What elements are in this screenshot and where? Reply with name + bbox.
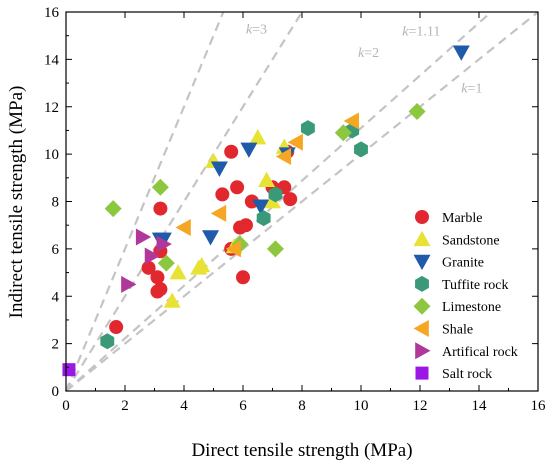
reference-lines bbox=[64, 11, 539, 392]
y-axis-title: Indirect tensile strength (MPa) bbox=[6, 86, 27, 319]
x-tick-label: 14 bbox=[472, 398, 488, 414]
data-point bbox=[343, 112, 359, 130]
data-point bbox=[157, 254, 175, 272]
reference-line bbox=[65, 11, 539, 392]
legend-label: Granite bbox=[442, 256, 484, 271]
legend: Marble Sandstone Granite Tuffite rock Limest… bbox=[413, 210, 518, 382]
data-point bbox=[121, 275, 137, 293]
x-tick-label: 12 bbox=[413, 398, 428, 414]
legend-marker bbox=[415, 342, 431, 360]
data-point bbox=[275, 147, 292, 165]
data-point bbox=[202, 230, 220, 246]
data-point bbox=[210, 204, 227, 222]
x-tick-label: 0 bbox=[62, 398, 70, 414]
legend-marker bbox=[413, 230, 431, 247]
data-point bbox=[163, 292, 181, 308]
series-salt-rock bbox=[62, 363, 76, 377]
legend-label: Shale bbox=[442, 323, 473, 338]
data-point bbox=[300, 120, 315, 137]
legend-label: Salt rock bbox=[442, 367, 492, 382]
x-tick-label: 8 bbox=[298, 398, 306, 414]
series-marble bbox=[109, 144, 298, 335]
data-point bbox=[62, 363, 76, 377]
series-limestone bbox=[104, 102, 426, 272]
x-tick-label: 10 bbox=[354, 398, 369, 414]
y-tick-label: 10 bbox=[44, 147, 59, 163]
data-point bbox=[151, 178, 169, 196]
data-point bbox=[144, 247, 161, 265]
series-artifical-rock bbox=[121, 228, 172, 293]
data-point bbox=[141, 260, 156, 275]
legend-marker bbox=[413, 297, 431, 315]
legend-label: Limestone bbox=[442, 300, 501, 315]
data-point bbox=[256, 210, 271, 227]
x-tick-label: 16 bbox=[531, 398, 547, 414]
data-point bbox=[354, 141, 368, 158]
legend-marker bbox=[413, 254, 431, 271]
reference-line bbox=[65, 11, 492, 392]
data-point bbox=[230, 180, 245, 195]
data-point bbox=[287, 133, 303, 151]
data-point bbox=[283, 192, 298, 207]
series-shale bbox=[175, 112, 359, 258]
reference-line bbox=[64, 11, 225, 392]
data-point bbox=[334, 124, 352, 142]
reference-line-label: k=1.11 bbox=[402, 25, 440, 40]
data-point bbox=[258, 171, 276, 187]
y-tick-label: 8 bbox=[52, 195, 60, 211]
x-tick-label: 4 bbox=[180, 398, 188, 414]
y-tick-label: 14 bbox=[44, 52, 60, 68]
reference-line-label: k=1 bbox=[461, 82, 482, 97]
x-tick-label: 6 bbox=[239, 398, 247, 414]
data-point bbox=[135, 228, 152, 246]
legend-marker bbox=[415, 366, 429, 380]
data-point bbox=[215, 187, 230, 202]
data-point bbox=[236, 270, 250, 285]
ticks: 0 2 4 6 8 10 12 14 16 0 2 4 6 8 10 12 14 16 bbox=[44, 5, 546, 414]
data-point bbox=[169, 264, 187, 280]
y-tick-label: 0 bbox=[52, 384, 60, 400]
x-tick-label: 2 bbox=[121, 398, 129, 414]
data-point bbox=[153, 201, 168, 216]
legend-marker bbox=[415, 210, 429, 224]
data-point bbox=[210, 161, 228, 177]
data-point bbox=[408, 102, 426, 120]
legend-marker bbox=[413, 320, 429, 337]
data-point bbox=[104, 200, 122, 218]
reference-line-labels: k=3 k=2 k=1.11 k=1 bbox=[246, 22, 482, 96]
y-tick-label: 6 bbox=[52, 242, 60, 258]
legend-label: Marble bbox=[442, 211, 482, 226]
data-point bbox=[150, 270, 165, 285]
data-points bbox=[62, 45, 470, 377]
legend-label: Artifical rock bbox=[442, 345, 518, 360]
reference-line-label: k=3 bbox=[246, 22, 267, 37]
data-point bbox=[100, 333, 115, 350]
y-tick-label: 2 bbox=[52, 337, 60, 353]
data-point bbox=[266, 240, 284, 258]
series-tuffite-rock bbox=[100, 120, 368, 350]
legend-marker bbox=[415, 275, 429, 292]
data-point bbox=[225, 240, 241, 258]
data-point bbox=[240, 142, 258, 158]
x-axis-title: Direct tensile strength (MPa) bbox=[191, 440, 412, 461]
data-point bbox=[249, 129, 267, 145]
data-point bbox=[156, 235, 172, 253]
data-point bbox=[238, 218, 253, 233]
legend-label: Sandstone bbox=[442, 233, 500, 248]
data-point bbox=[175, 219, 191, 237]
legend-label: Tuffite rock bbox=[442, 278, 509, 293]
data-point bbox=[224, 144, 239, 159]
reference-line-label: k=2 bbox=[358, 46, 379, 61]
y-tick-label: 12 bbox=[44, 100, 59, 116]
data-point bbox=[109, 320, 124, 335]
y-tick-label: 16 bbox=[44, 5, 60, 21]
data-point bbox=[268, 186, 283, 203]
data-point bbox=[193, 256, 211, 273]
data-point bbox=[252, 199, 270, 215]
data-point bbox=[452, 45, 470, 61]
data-point bbox=[153, 282, 168, 297]
y-tick-label: 4 bbox=[52, 289, 60, 305]
